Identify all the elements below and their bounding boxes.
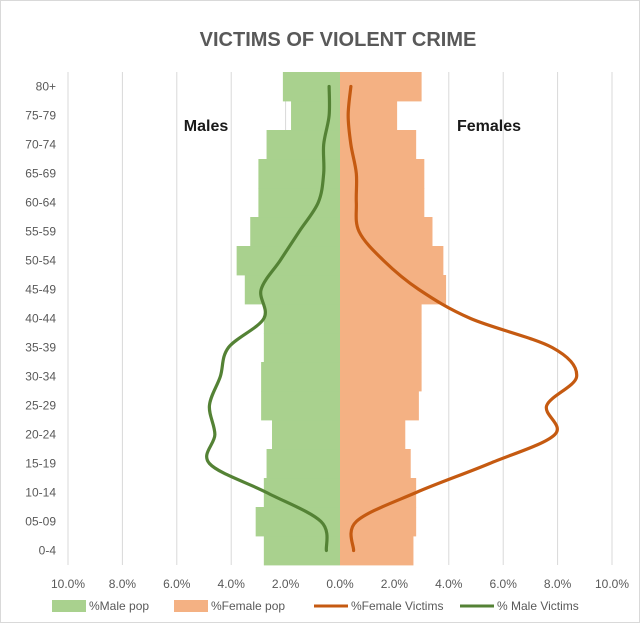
x-tick-label: 10.0%	[51, 577, 85, 591]
bar-male-75-79	[291, 101, 340, 131]
legend-label: %Male pop	[89, 599, 149, 613]
bar-male-55-59	[250, 217, 340, 247]
bar-female-30-34	[340, 362, 422, 392]
chart-title: VICTIMS OF VIOLENT CRIME	[200, 29, 477, 51]
y-tick-label: 25-29	[25, 399, 56, 413]
y-tick-label: 70-74	[25, 138, 56, 152]
bar-female-25-29	[340, 391, 419, 421]
x-tick-label: 4.0%	[218, 577, 246, 591]
x-axis-labels: 10.0% 8.0% 6.0% 4.0% 2.0% 0.0% 2.0% 4.0% 6.0% 8.0…	[51, 577, 629, 591]
lines	[205, 84, 579, 553]
bar-male-15-19	[266, 449, 340, 479]
y-tick-label: 45-49	[25, 283, 56, 297]
bar-male-35-39	[263, 333, 340, 363]
y-tick-label: 75-79	[25, 109, 56, 123]
bar-male-0-4	[263, 536, 340, 566]
x-tick-label: 2.0%	[381, 577, 409, 591]
y-tick-label: 50-54	[25, 254, 56, 268]
y-tick-label: 40-44	[25, 312, 56, 326]
bar-male-60-64	[258, 188, 340, 218]
males-annotation: Males	[184, 118, 229, 135]
bar-female-20-24	[340, 420, 406, 450]
y-tick-label: 15-19	[25, 457, 56, 471]
legend: %Male pop %Female pop %Female Victims % Mal…	[52, 599, 579, 613]
bar-male-65-69	[258, 159, 340, 189]
y-tick-label: 80+	[36, 80, 56, 94]
line-female-victims	[346, 84, 579, 553]
x-tick-label: 6.0%	[490, 577, 518, 591]
legend-swatch	[52, 600, 86, 612]
x-tick-label: 0.0%	[326, 577, 354, 591]
y-tick-label: 30-34	[25, 370, 56, 384]
y-tick-label: 55-59	[25, 225, 56, 239]
bar-male-25-29	[261, 391, 340, 421]
x-tick-label: 6.0%	[163, 577, 191, 591]
x-tick-label: 2.0%	[272, 577, 300, 591]
bar-female-50-54	[340, 246, 444, 276]
y-tick-label: 20-24	[25, 428, 56, 442]
y-tick-label: 35-39	[25, 341, 56, 355]
bar-male-20-24	[272, 420, 340, 450]
bar-female-80+	[340, 72, 422, 102]
bar-male-80+	[282, 72, 340, 102]
x-tick-label: 10.0%	[595, 577, 629, 591]
legend-label: %Female Victims	[351, 599, 443, 613]
bar-male-40-44	[263, 304, 340, 334]
females-annotation: Females	[457, 118, 521, 135]
bar-female-60-64	[340, 188, 425, 218]
line-male-victims	[205, 84, 332, 553]
bar-female-35-39	[340, 333, 422, 363]
y-tick-label: 60-64	[25, 196, 56, 210]
bar-female-10-14	[340, 478, 417, 508]
y-tick-label: 0-4	[39, 544, 57, 558]
bars	[236, 72, 447, 566]
y-tick-label: 10-14	[25, 486, 56, 500]
x-tick-label: 8.0%	[109, 577, 137, 591]
y-tick-label: 65-69	[25, 167, 56, 181]
x-tick-label: 8.0%	[544, 577, 572, 591]
bar-female-15-19	[340, 449, 411, 479]
bar-male-30-34	[261, 362, 340, 392]
bar-female-40-44	[340, 304, 422, 334]
bar-male-10-14	[263, 478, 340, 508]
bar-female-65-69	[340, 159, 425, 189]
bar-female-55-59	[340, 217, 433, 247]
legend-label: %Female pop	[211, 599, 285, 613]
bar-male-70-74	[266, 130, 340, 160]
x-tick-label: 4.0%	[435, 577, 463, 591]
y-axis-labels: 0-4 05-09 10-14 15-19 20-24 25-29 30-34 35-39 40…	[25, 80, 56, 558]
bar-male-45-49	[244, 275, 340, 305]
bar-female-45-49	[340, 275, 447, 305]
y-tick-label: 05-09	[25, 515, 56, 529]
legend-swatch	[174, 600, 208, 612]
legend-label: % Male Victims	[497, 599, 579, 613]
